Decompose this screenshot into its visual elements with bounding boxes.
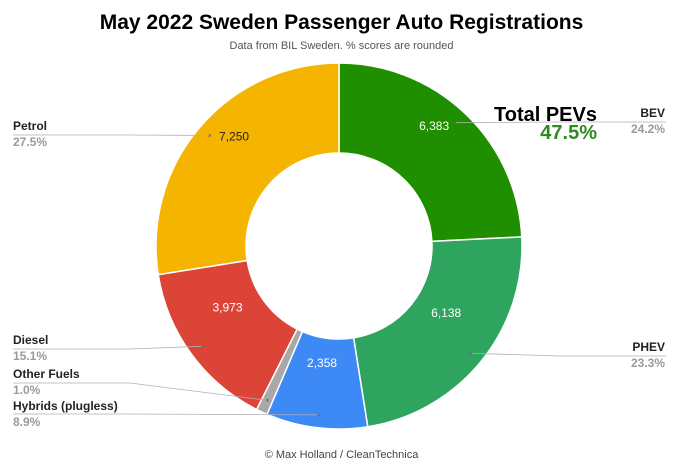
chart-title: May 2022 Sweden Passenger Auto Registrat… xyxy=(100,11,584,34)
total-pevs-value: 47.5% xyxy=(540,122,597,144)
leader-line-hybrids-plugless xyxy=(13,413,319,416)
value-label-bev: 6,383 xyxy=(419,119,449,133)
slice-percent-phev: 23.3% xyxy=(631,356,665,370)
chart-credit: © Max Holland / CleanTechnica xyxy=(265,449,420,461)
slice-diesel xyxy=(157,259,299,411)
slice-phev xyxy=(352,236,523,428)
value-label-petrol: 7,250 xyxy=(219,129,249,143)
slice-name-phev: PHEV xyxy=(632,340,665,354)
slice-percent-bev: 24.2% xyxy=(631,122,665,136)
total-pevs-label: Total PEVs xyxy=(494,104,597,126)
slice-labels: BEV 24.2% PHEV 23.3% Hybrids (plugless) 8.9% O… xyxy=(13,106,665,429)
leader-line-other-fuels xyxy=(13,382,268,401)
value-label-diesel: 3,973 xyxy=(213,300,243,314)
anchor-dot-other-fuels xyxy=(265,398,269,402)
slice-name-other-fuels: Other Fuels xyxy=(13,367,80,381)
leader-line-diesel xyxy=(13,345,202,350)
slice-petrol xyxy=(155,62,340,276)
slice-percent-diesel: 15.1% xyxy=(13,349,47,363)
slice-percent-petrol: 27.5% xyxy=(13,135,47,149)
leader-lines xyxy=(13,121,666,417)
leader-line-bev xyxy=(456,121,666,124)
slice-name-hybrids-plugless: Hybrids (plugless) xyxy=(13,399,118,413)
value-label-hybrids-plugless: 2,358 xyxy=(307,356,337,370)
value-label-phev: 6,138 xyxy=(431,306,461,320)
slice-bev xyxy=(338,62,523,243)
slice-name-bev: BEV xyxy=(640,106,665,120)
slice-name-diesel: Diesel xyxy=(13,333,48,347)
slice-percent-other-fuels: 1.0% xyxy=(13,383,41,397)
slice-name-petrol: Petrol xyxy=(13,119,47,133)
leader-line-phev xyxy=(471,352,666,357)
slice-group: 6,383 6,138 2,358 3,973 7,250 xyxy=(155,62,523,430)
slice-percent-hybrids-plugless: 8.9% xyxy=(13,415,41,429)
chart-subtitle: Data from BIL Sweden. % scores are round… xyxy=(230,40,454,52)
